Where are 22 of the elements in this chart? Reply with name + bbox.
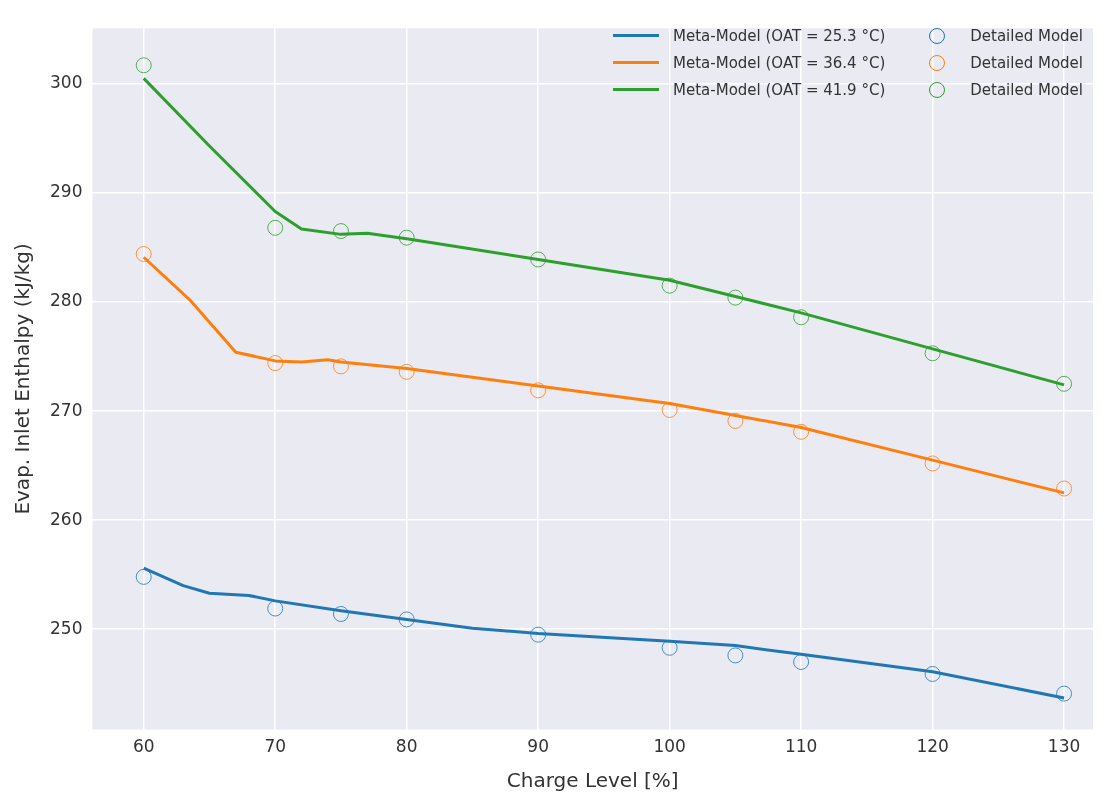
x-tick-label: 100: [653, 736, 686, 757]
x-tick-label: 80: [395, 736, 418, 757]
x-tick-label: 70: [264, 736, 287, 757]
y-axis-title: Evap. Inlet Enthalpy (kJ/kg): [10, 243, 35, 515]
y-tick-label: 270: [49, 399, 83, 420]
x-axis-title: Charge Level [%]: [506, 768, 679, 793]
x-tick-label: 130: [1047, 736, 1081, 757]
legend-label: Detailed Model: [970, 26, 1083, 45]
y-tick-label: 260: [49, 508, 83, 529]
legend-label: Detailed Model: [970, 53, 1083, 72]
legend-label: Meta-Model (OAT = 36.4 °C): [673, 53, 886, 72]
legend-label: Detailed Model: [970, 80, 1083, 99]
x-tick-label: 60: [132, 736, 155, 757]
legend-label: Meta-Model (OAT = 25.3 °C): [673, 26, 886, 45]
x-tick-label: 120: [916, 736, 949, 757]
y-tick-label: 300: [49, 72, 83, 93]
legend-label: Meta-Model (OAT = 41.9 °C): [673, 80, 886, 99]
y-tick-label: 250: [49, 617, 83, 638]
x-tick-label: 90: [527, 736, 549, 757]
y-tick-label: 290: [49, 181, 83, 202]
y-tick-label: 280: [49, 290, 83, 311]
x-tick-label: 110: [784, 736, 818, 757]
